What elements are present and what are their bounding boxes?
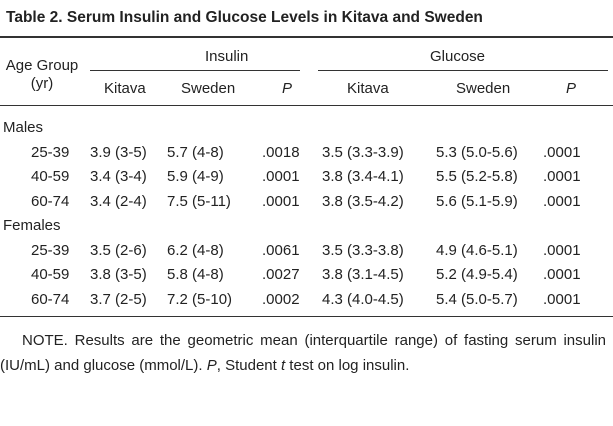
header-age: Age Group (yr) [5,57,79,92]
value-cell: 6.2 (4-8) [167,241,224,259]
rule [318,70,608,71]
table-title: Table 2. Serum Insulin and Glucose Level… [6,9,483,26]
group-label: Males [3,119,44,136]
value-cell: .0001 [543,290,581,308]
value-cell: 5.2 (4.9-5.4) [436,266,518,283]
value-cell: 5.3 (5.0-5.6) [436,143,518,161]
note-text: test on log insulin. [285,357,410,374]
rule [90,70,300,71]
value-cell: 7.5 (5-11) [167,192,231,210]
age-cell: 25-39 [31,143,70,161]
value-cell: .0001 [543,266,581,283]
value-cell: .0027 [262,266,300,283]
value-cell: 3.4 (2-4) [90,192,147,210]
value-cell: .0018 [262,143,300,161]
value-cell: .0001 [262,192,300,210]
value-cell: .0001 [543,168,581,185]
value-cell: 3.8 (3.5-4.2) [322,192,404,210]
value-cell: 5.7 (4-8) [167,143,224,161]
subheader: P [566,80,577,97]
value-cell: 3.8 (3.4-4.1) [322,168,404,185]
value-cell: 3.8 (3.1-4.5) [322,266,404,283]
age-cell: 25-39 [31,241,70,259]
age-cell: 60-74 [31,290,70,308]
subheader: P [282,80,293,97]
rule [0,36,613,38]
value-cell: .0001 [543,192,581,210]
rule [0,316,613,317]
value-cell: 3.5 (3.3-3.9) [322,143,404,161]
age-cell: 40-59 [31,266,70,283]
value-cell: 3.9 (3-5) [90,143,147,161]
value-cell: 5.8 (4-8) [167,266,224,283]
value-cell: .0002 [262,290,300,308]
header-insulin: Insulin [205,48,249,65]
subheader: Sweden [181,80,236,97]
value-cell: .0001 [262,168,300,185]
note-text: , Student [216,357,281,374]
value-cell: 5.6 (5.1-5.9) [436,192,518,210]
value-cell: 3.5 (3.3-3.8) [322,241,404,259]
age-cell: 40-59 [31,168,70,185]
table-note: NOTE. Results are the geometric mean (in… [0,328,606,378]
value-cell: .0001 [543,241,581,259]
note-italic: t [280,357,286,374]
value-cell: 5.5 (5.2-5.8) [436,168,518,185]
value-cell: 5.4 (5.0-5.7) [436,290,518,308]
value-cell: 3.4 (3-4) [90,168,147,185]
note-text: NOTE. Results are the geometric mean (in… [0,332,606,374]
value-cell: 7.2 (5-10) [167,290,233,308]
header-glucose: Glucose [430,48,486,65]
value-cell: 4.3 (4.0-4.5) [322,290,404,308]
subheader: Kitava [104,80,146,97]
rule [0,105,613,106]
value-cell: .0001 [543,143,581,161]
value-cell: 4.9 (4.6-5.1) [436,241,518,259]
value-cell: 3.8 (3-5) [90,266,147,283]
value-cell: .0061 [262,241,300,259]
note-italic: P [206,357,217,374]
value-cell: 3.7 (2-5) [90,290,147,308]
value-cell: 3.5 (2-6) [90,241,147,259]
subheader: Kitava [347,80,389,97]
group-label: Females [3,217,61,234]
age-cell: 60-74 [31,192,70,210]
value-cell: 5.9 (4-9) [167,168,224,185]
subheader: Sweden [456,80,511,97]
